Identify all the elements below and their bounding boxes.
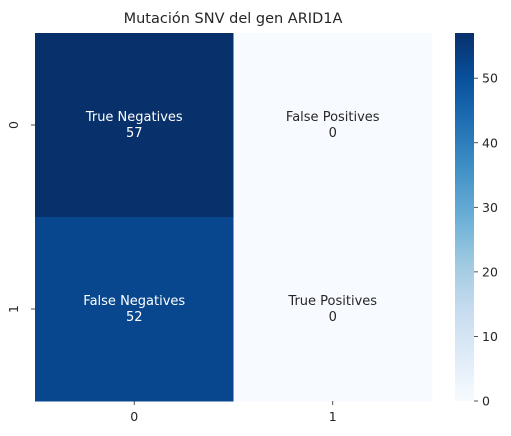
y-axis: 01 <box>6 121 35 313</box>
colorbar: 0 10 20 30 40 50 <box>455 33 498 409</box>
cell-value: 0 <box>329 126 337 141</box>
cell-value: 57 <box>126 126 143 141</box>
chart-title: Mutación SNV del gen ARID1A <box>124 11 343 27</box>
colorbar-tick-label: 50 <box>482 71 498 86</box>
cell-label: False Negatives <box>83 294 185 309</box>
heatmap-cell <box>233 217 433 402</box>
heatmap-cell <box>35 217 234 402</box>
cell-value: 0 <box>329 310 337 325</box>
y-tick-label: 1 <box>6 305 21 313</box>
x-tick-label: 1 <box>329 409 337 424</box>
colorbar-tick-label: 20 <box>482 264 498 279</box>
heatmap-cell <box>35 33 234 218</box>
x-tick-label: 0 <box>130 409 138 424</box>
cell-label: True Negatives <box>85 110 183 125</box>
colorbar-tick-label: 10 <box>482 329 498 344</box>
cell-value: 52 <box>126 310 143 325</box>
cell-label: True Positives <box>287 294 377 309</box>
y-tick-label: 0 <box>6 121 21 129</box>
colorbar-tick-label: 30 <box>482 200 498 215</box>
colorbar-gradient <box>455 33 474 401</box>
heatmap-cell <box>233 33 433 218</box>
cell-label: False Positives <box>286 110 380 125</box>
colorbar-tick-label: 40 <box>482 135 498 150</box>
colorbar-tick-label: 0 <box>482 394 490 409</box>
